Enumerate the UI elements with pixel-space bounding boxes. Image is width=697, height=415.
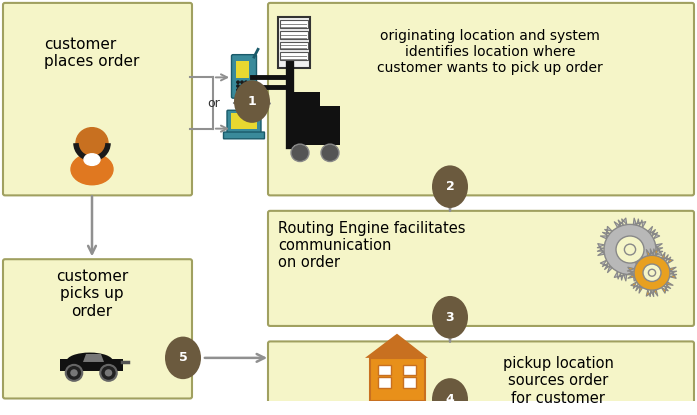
Circle shape (237, 85, 239, 87)
Circle shape (634, 255, 670, 290)
FancyBboxPatch shape (231, 55, 256, 98)
Polygon shape (646, 249, 658, 256)
Text: Routing Engine facilitates
communication
on order: Routing Engine facilitates communication… (278, 220, 466, 270)
Circle shape (240, 89, 243, 91)
Ellipse shape (234, 80, 270, 123)
Ellipse shape (165, 337, 201, 379)
Circle shape (76, 128, 108, 159)
Text: 3: 3 (445, 311, 454, 324)
Circle shape (66, 365, 82, 381)
Polygon shape (614, 271, 627, 281)
Circle shape (291, 144, 309, 161)
Circle shape (100, 365, 117, 381)
Polygon shape (290, 92, 340, 145)
Text: or: or (208, 97, 220, 110)
Circle shape (648, 269, 656, 276)
FancyBboxPatch shape (268, 342, 694, 415)
FancyBboxPatch shape (280, 42, 308, 49)
Polygon shape (631, 282, 643, 293)
Circle shape (625, 244, 636, 255)
FancyBboxPatch shape (280, 20, 308, 28)
Circle shape (245, 81, 247, 83)
Text: customer
places order: customer places order (45, 37, 139, 69)
Circle shape (643, 264, 661, 281)
FancyBboxPatch shape (227, 110, 261, 134)
FancyBboxPatch shape (403, 377, 416, 388)
Polygon shape (646, 290, 658, 297)
Polygon shape (600, 260, 612, 273)
FancyBboxPatch shape (280, 31, 308, 39)
Text: 4: 4 (445, 393, 454, 406)
Ellipse shape (432, 296, 468, 339)
Ellipse shape (66, 353, 113, 370)
FancyBboxPatch shape (268, 211, 694, 326)
Ellipse shape (84, 154, 100, 166)
FancyBboxPatch shape (268, 3, 694, 195)
Text: originating location and system
identifies location where
customer wants to pick: originating location and system identifi… (377, 29, 603, 76)
Polygon shape (370, 358, 425, 401)
Polygon shape (661, 282, 673, 293)
FancyBboxPatch shape (3, 259, 192, 398)
Text: 2: 2 (445, 180, 454, 193)
Text: customer
picks up
order: customer picks up order (56, 269, 128, 319)
Circle shape (616, 236, 644, 263)
Polygon shape (614, 218, 627, 227)
Ellipse shape (432, 166, 468, 208)
Circle shape (70, 369, 78, 376)
FancyBboxPatch shape (403, 365, 416, 375)
Circle shape (604, 225, 656, 275)
FancyBboxPatch shape (224, 132, 264, 139)
Polygon shape (597, 244, 604, 256)
Polygon shape (656, 244, 663, 256)
Polygon shape (631, 252, 643, 264)
Circle shape (237, 89, 239, 91)
FancyBboxPatch shape (3, 3, 192, 195)
Text: 5: 5 (178, 352, 187, 364)
Polygon shape (670, 267, 677, 278)
FancyBboxPatch shape (378, 377, 391, 388)
Text: pickup location
sources order
for customer: pickup location sources order for custom… (503, 356, 613, 406)
Polygon shape (360, 401, 435, 411)
Ellipse shape (432, 378, 468, 415)
FancyBboxPatch shape (278, 17, 310, 68)
FancyBboxPatch shape (231, 113, 257, 129)
Circle shape (245, 89, 247, 91)
FancyBboxPatch shape (236, 61, 249, 78)
FancyBboxPatch shape (378, 365, 391, 375)
Polygon shape (61, 359, 123, 371)
Circle shape (245, 85, 247, 87)
Polygon shape (634, 271, 646, 281)
Circle shape (105, 369, 112, 376)
Polygon shape (83, 354, 104, 362)
Polygon shape (648, 260, 660, 273)
FancyBboxPatch shape (280, 52, 308, 60)
Circle shape (321, 144, 339, 161)
Ellipse shape (71, 154, 113, 185)
Circle shape (237, 81, 239, 83)
Polygon shape (365, 334, 428, 358)
Polygon shape (661, 252, 673, 264)
Polygon shape (627, 267, 634, 278)
Text: 1: 1 (247, 95, 256, 108)
Polygon shape (648, 226, 660, 239)
Polygon shape (600, 226, 612, 239)
Circle shape (240, 81, 243, 83)
Circle shape (240, 85, 243, 87)
Polygon shape (634, 218, 646, 227)
